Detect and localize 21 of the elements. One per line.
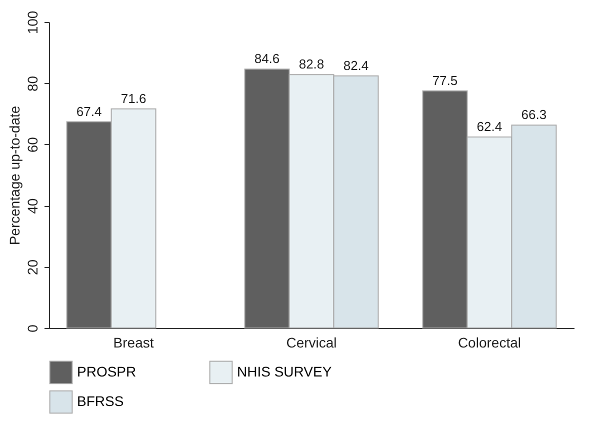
y-tick-label: 0 (24, 324, 40, 332)
x-tick-label: Breast (113, 334, 154, 350)
y-tick-label: 80 (24, 76, 40, 92)
data-label: 77.5 (432, 72, 458, 88)
legend-label: BFRSS (77, 393, 124, 409)
data-label: 66.3 (521, 107, 547, 122)
y-tick-label: 100 (24, 10, 40, 34)
data-label: 67.4 (76, 104, 102, 119)
data-label: 82.8 (298, 56, 324, 72)
data-label: 62.4 (476, 119, 502, 134)
y-axis-title: Percentage up-to-date (6, 106, 22, 246)
legend-label: PROSPR (77, 363, 136, 380)
x-tick-label: Colorectal (458, 334, 521, 350)
y-tick-label: 40 (24, 198, 40, 214)
data-label: 82.4 (343, 58, 369, 73)
x-tick-label: Cervical (286, 334, 337, 350)
data-label: 84.6 (254, 51, 280, 66)
data-label: 71.6 (120, 90, 146, 106)
y-tick-label: 20 (24, 259, 40, 276)
y-tick-label: 60 (24, 136, 40, 153)
legend-label: NHIS SURVEY (237, 363, 332, 380)
